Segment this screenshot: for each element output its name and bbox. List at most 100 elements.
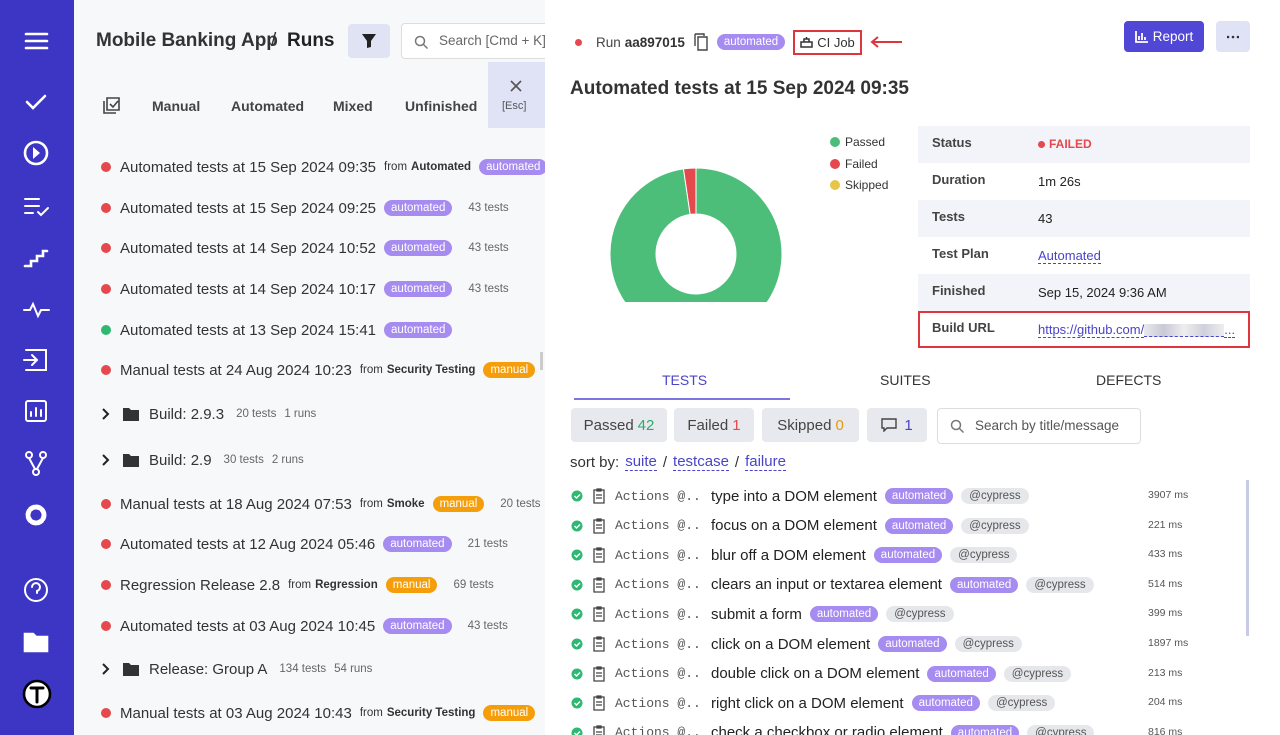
run-row[interactable]: Build: 2.9.3 20 tests 1 runs [101, 403, 316, 425]
result-tab[interactable]: SUITES [880, 372, 931, 388]
tab[interactable]: Manual [152, 98, 201, 114]
run-row[interactable]: Automated tests at 15 Sep 2024 09:35 from… [101, 156, 545, 178]
close-button[interactable]: [Esc] [488, 62, 545, 128]
select-icon [103, 97, 120, 114]
chevron [102, 663, 110, 675]
search-placeholder: Search [Cmd + K] [439, 33, 545, 48]
filter-count: 42 [637, 416, 655, 434]
icon [510, 80, 522, 92]
search-box[interactable]: Search [Cmd + K] [401, 23, 545, 59]
run-source: from Regression [288, 579, 378, 591]
steps-icon[interactable] [23, 249, 49, 268]
run-row[interactable]: Manual tests at 24 Aug 2024 10:23 from Sec… [101, 359, 545, 381]
run-row[interactable]: Release: Group A 134 tests 54 runs [101, 658, 372, 680]
test-row[interactable]: Actions @... check a checkbox or radio el… [571, 722, 1095, 735]
filter-button[interactable]: Skipped 0 [762, 408, 859, 442]
report-button[interactable]: Report [1124, 21, 1204, 52]
filter-label: Passed [583, 416, 634, 434]
url-ellipsis: ... [1224, 322, 1236, 338]
tab-underline [574, 398, 790, 400]
test-row[interactable]: Actions @... submit a form automated @cypre… [571, 603, 954, 625]
test-row[interactable]: Actions @... double click on a DOM elemen… [571, 663, 1072, 685]
ci-job[interactable]: CI Job [793, 29, 862, 55]
status-dot [1038, 140, 1045, 148]
report-icon[interactable] [25, 400, 47, 422]
run-row[interactable]: Automated tests at 03 Aug 2024 10:45 auto… [101, 615, 508, 637]
result-tab[interactable]: DEFECTS [1096, 372, 1162, 388]
test-row[interactable]: Actions @... blur off a DOM element automa… [571, 544, 1018, 566]
run-row[interactable]: Automated tests at 14 Sep 2024 10:17 auto… [101, 278, 509, 300]
group-runs: 1 runs [284, 408, 317, 420]
run-tests: 21 tests [467, 538, 508, 550]
run-title: Manual tests at 24 Aug 2024 10:23 [120, 361, 352, 379]
lens [414, 35, 426, 47]
run-row[interactable]: Build: 2.9 30 tests 2 runs [101, 449, 304, 471]
test-time: 221 ms [1148, 518, 1183, 531]
play-icon[interactable] [23, 140, 49, 166]
filter-count: 1 [904, 416, 913, 434]
clipboard [593, 725, 605, 735]
pulse-icon[interactable] [23, 301, 50, 319]
list-icon[interactable] [24, 198, 49, 217]
run-row[interactable]: Manual tests at 03 Aug 2024 10:43 from Sec… [101, 702, 545, 724]
close-hint: [Esc] [502, 100, 527, 112]
test-label: @cypress [987, 695, 1056, 712]
tab[interactable]: Unfinished [405, 98, 478, 114]
test-row[interactable]: Actions @... type into a DOM element autom… [571, 485, 1029, 507]
test-time: 3907 ms [1148, 489, 1189, 501]
tab[interactable]: Automated [231, 98, 305, 114]
test-tag: automated [949, 576, 1019, 593]
run-source: from Automated [384, 161, 471, 173]
settings-icon[interactable] [25, 504, 47, 526]
test-time: 213 ms [1148, 666, 1183, 679]
bubble [881, 418, 898, 432]
help-icon[interactable] [24, 578, 48, 602]
detail-value: FAILED [1038, 137, 1092, 151]
filter-button[interactable]: Passed 42 [571, 408, 667, 442]
from-label: from [359, 498, 383, 510]
test-search[interactable]: Search by title/message [937, 408, 1141, 444]
detail-text: 43 [1038, 211, 1053, 226]
menu-icon[interactable] [24, 32, 49, 50]
run-row[interactable]: Regression Release 2.8 from Regression manu… [101, 574, 494, 596]
run-row[interactable]: Automated tests at 15 Sep 2024 09:25 auto… [101, 197, 509, 219]
import-icon[interactable] [23, 349, 47, 371]
test-title: click on a DOM element [711, 635, 871, 653]
filter-button[interactable]: 1 [867, 408, 927, 442]
run-source: from Smoke [360, 498, 425, 510]
detail-text[interactable]: Automated [1038, 248, 1101, 264]
sort-option[interactable]: failure [745, 453, 786, 471]
clipboard [593, 695, 605, 711]
filter-button[interactable] [348, 24, 390, 58]
test-row[interactable]: Actions @... clears an input or textarea … [571, 574, 1094, 596]
result-tab[interactable]: TESTS [662, 372, 708, 388]
test-row[interactable]: Actions @... right click on a DOM element… [571, 692, 1056, 714]
passed-icon [571, 549, 583, 561]
run-row[interactable]: Automated tests at 12 Aug 2024 05:46 auto… [101, 533, 508, 555]
folder-icon[interactable] [23, 632, 49, 653]
close-x [510, 80, 522, 92]
tab[interactable]: Mixed [333, 98, 373, 114]
sort-option[interactable]: suite [625, 453, 657, 471]
test-row[interactable]: Actions @... click on a DOM element automa… [571, 633, 1022, 655]
report-label: Report [1152, 29, 1194, 44]
check-icon[interactable] [25, 94, 47, 110]
sidebar [0, 0, 74, 735]
run-detail: Run aa897015 automated CI Job Report Automate… [545, 0, 1280, 735]
test-row[interactable]: Actions @... focus on a DOM element automa… [571, 515, 1029, 537]
tick [573, 553, 581, 559]
more-button[interactable] [1216, 21, 1250, 52]
detail-text[interactable]: https://github.com/ [1038, 322, 1145, 338]
icon [362, 34, 376, 48]
run-row[interactable]: Manual tests at 18 Aug 2024 07:53 from Smo… [101, 493, 541, 515]
sort-option[interactable]: testcase [673, 453, 729, 471]
run-tests: 43 tests [468, 283, 509, 295]
lens [950, 419, 962, 431]
test-time: 433 ms [1148, 548, 1183, 561]
run-row[interactable]: Automated tests at 14 Sep 2024 10:52 auto… [101, 237, 509, 259]
test-time: 514 ms [1148, 577, 1183, 590]
run-row[interactable]: Automated tests at 13 Sep 2024 15:41 auto… [101, 319, 453, 341]
run-title: Automated tests at 03 Aug 2024 10:45 [120, 617, 376, 635]
filter-button[interactable]: Failed 1 [674, 408, 754, 442]
icon [540, 352, 543, 370]
